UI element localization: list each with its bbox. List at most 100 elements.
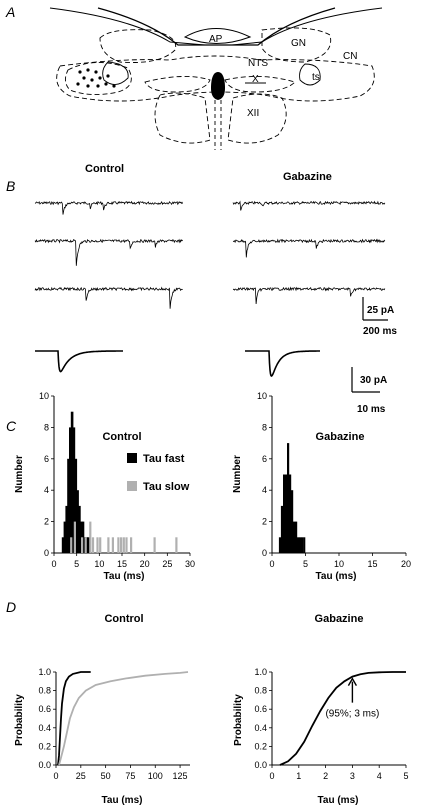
panel-label-d: D bbox=[6, 599, 16, 615]
hist_control-bar-tau-slow bbox=[99, 537, 102, 553]
cdf_gabazine-annotation-text: (95%; 3 ms) bbox=[325, 709, 379, 720]
hist_control-xtick-label: 20 bbox=[140, 559, 150, 569]
hist_control-xtick-label: 0 bbox=[51, 559, 56, 569]
central-canal-shape bbox=[211, 72, 225, 100]
cdf_gabazine-ytick-label: 0.6 bbox=[254, 704, 267, 714]
scale1-time: 200 ms bbox=[363, 326, 397, 337]
hist_control-bar-tau-fast bbox=[74, 458, 78, 553]
hist_gabazine-xtick-label: 0 bbox=[269, 559, 274, 569]
hist_gabazine-ytick-label: 6 bbox=[262, 454, 267, 464]
hist_gabazine-ytick-label: 8 bbox=[262, 422, 267, 432]
scale2-time: 10 ms bbox=[357, 404, 386, 415]
hist_control-title: Control bbox=[102, 431, 141, 443]
hist_gabazine-bar-tau-fast bbox=[299, 537, 302, 553]
cdf_control-ytick-label: 0.4 bbox=[38, 723, 51, 733]
hist_gabazine-bar-tau-fast bbox=[295, 521, 298, 553]
hist_gabazine-bar-tau-fast bbox=[280, 505, 284, 553]
hist_gabazine-ytick-label: 4 bbox=[262, 485, 267, 495]
cdf_gabazine-ytick-label: 0.0 bbox=[254, 760, 267, 770]
hist_control-bar-tau-slow bbox=[117, 537, 120, 553]
label-x: X bbox=[252, 74, 259, 85]
cdf_control-xtick-label: 100 bbox=[148, 771, 163, 781]
hist_gabazine-title: Gabazine bbox=[316, 431, 365, 443]
hist_gabazine-ytick-label: 0 bbox=[262, 548, 267, 558]
hist_gabazine-xlabel: Tau (ms) bbox=[316, 571, 357, 582]
dmnx-left-outline bbox=[144, 75, 211, 93]
control-trace-1 bbox=[34, 200, 184, 215]
tract-solitarius-outline bbox=[299, 63, 321, 86]
hist_control-bar-tau-slow bbox=[111, 537, 114, 553]
cdf_gabazine-ytick-label: 0.2 bbox=[254, 741, 267, 751]
hist_control-ytick-label: 8 bbox=[44, 422, 49, 432]
right-outline bbox=[231, 7, 383, 46]
label-gn: GN bbox=[291, 38, 306, 49]
hist_control-bar-tau-fast bbox=[69, 427, 72, 553]
hist_gabazine-xtick-label: 5 bbox=[303, 559, 308, 569]
tract-left-outline bbox=[102, 61, 129, 85]
cdf_gabazine-annotation-arrowhead bbox=[347, 677, 358, 686]
cdf_control-xtick-label: 25 bbox=[76, 771, 86, 781]
hist_control-ytick-label: 4 bbox=[44, 485, 49, 495]
label-cn: CN bbox=[343, 51, 357, 62]
hist_gabazine-bar-tau-fast bbox=[301, 537, 304, 553]
cdf_gabazine-xtick-label: 1 bbox=[296, 771, 301, 781]
cdf_gabazine-xtick-label: 2 bbox=[323, 771, 328, 781]
hist_gabazine-bar-tau-fast bbox=[287, 443, 290, 553]
cdf_gabazine-ylabel: Probability bbox=[233, 694, 244, 746]
control-trace-2 bbox=[34, 238, 184, 266]
hist_control-xtick-label: 30 bbox=[185, 559, 195, 569]
hist_control-bar-tau-slow bbox=[91, 537, 95, 553]
hist_control-bar-tau-fast bbox=[72, 427, 76, 553]
cdf_control-xlabel: Tau (ms) bbox=[102, 795, 143, 806]
hist_control-xtick-label: 25 bbox=[162, 559, 172, 569]
cdf_gabazine-xtick-label: 3 bbox=[350, 771, 355, 781]
hist_gabazine-xtick-label: 15 bbox=[367, 559, 377, 569]
hist_control-ylabel: Number bbox=[14, 455, 25, 493]
cdf_gabazine-xtick-label: 0 bbox=[269, 771, 274, 781]
gabazine-trace-2 bbox=[232, 238, 386, 258]
hist_control-ytick-label: 2 bbox=[44, 517, 49, 527]
hist_control-bar-tau-slow bbox=[107, 537, 110, 553]
panel-label-a: A bbox=[5, 4, 15, 20]
traces-gabazine-title: Gabazine bbox=[283, 171, 332, 183]
hist_gabazine-ylabel: Number bbox=[232, 455, 243, 493]
gn-left-outline bbox=[99, 29, 177, 63]
cdf_control-ytick-label: 0.0 bbox=[38, 760, 51, 770]
hist_control-bar-tau-slow bbox=[153, 537, 156, 553]
traces-control-title: Control bbox=[85, 163, 124, 175]
hypoglossal-right-outline bbox=[227, 93, 287, 144]
hist_gabazine-bar-tau-fast bbox=[283, 474, 286, 553]
cdf_control-xtick-label: 125 bbox=[173, 771, 188, 781]
hist_gabazine-xtick-label: 20 bbox=[401, 559, 411, 569]
label-nts: NTS bbox=[248, 58, 268, 69]
hypoglossal-left-outline bbox=[154, 92, 211, 144]
scale-bar-1 bbox=[362, 297, 388, 321]
cdf_gabazine-xtick-label: 5 bbox=[403, 771, 408, 781]
panel-label-c: C bbox=[6, 418, 17, 434]
cdf_gabazine-title: Gabazine bbox=[315, 613, 364, 625]
brainstem-schematic bbox=[49, 7, 383, 150]
cdf_gabazine-ytick-label: 0.8 bbox=[254, 686, 267, 696]
hist_gabazine-bar-tau-fast bbox=[285, 474, 288, 553]
hist_control-legend-swatch bbox=[127, 453, 137, 463]
hist_gabazine-bar-tau-fast bbox=[278, 537, 282, 553]
gabazine-average-trace bbox=[245, 350, 320, 377]
cdf_control-ytick-label: 0.8 bbox=[38, 686, 51, 696]
brainstem-outline-top bbox=[97, 7, 336, 46]
cdf_control-xtick-label: 75 bbox=[125, 771, 135, 781]
cdf_control-curve-2 bbox=[58, 671, 189, 766]
hist_control-legend-label: Tau slow bbox=[143, 481, 190, 493]
hist_control-bar-tau-fast bbox=[76, 490, 79, 553]
area-postrema-outline bbox=[183, 28, 252, 44]
hist_control-xlabel: Tau (ms) bbox=[104, 571, 145, 582]
hist_control-bar-tau-fast bbox=[67, 458, 70, 553]
hist_control-bar-tau-slow bbox=[120, 537, 123, 553]
hist_control-bar-tau-fast bbox=[61, 537, 65, 553]
hist_gabazine-xtick-label: 10 bbox=[334, 559, 344, 569]
hist_control-bar-tau-slow bbox=[84, 537, 87, 553]
cdf_control: Control Tau (ms) Probability 0 25 50 75 100 125 0… bbox=[14, 613, 190, 806]
scale-bar-2 bbox=[351, 367, 380, 393]
label-xii: XII bbox=[247, 108, 259, 119]
hist_control-bar-tau-fast bbox=[87, 537, 90, 553]
